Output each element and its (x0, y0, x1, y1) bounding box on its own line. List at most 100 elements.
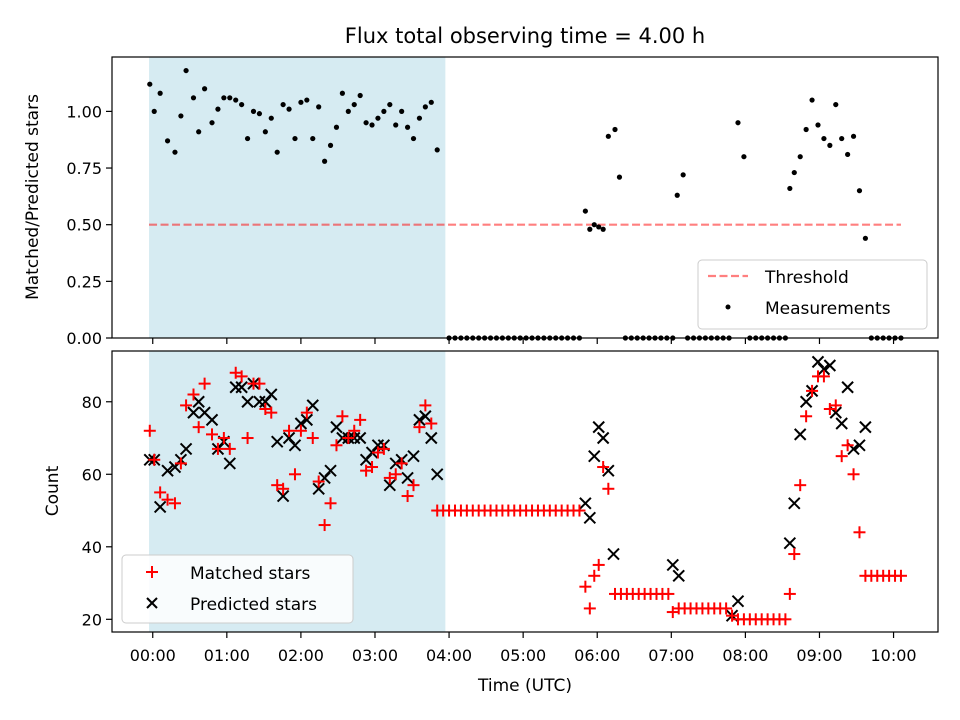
legend-measurements-swatch (725, 304, 731, 310)
measurement-point (791, 169, 797, 176)
matched-star-point (806, 384, 819, 397)
matched-star-point (241, 432, 254, 445)
measurement-point (862, 235, 869, 241)
measurement-point (845, 151, 851, 158)
matched-star-point (324, 497, 337, 510)
measurement-point (202, 86, 208, 92)
measurement-point (393, 122, 399, 128)
measurement-point (596, 224, 602, 230)
predicted-star-point (588, 449, 601, 463)
measurement-point (381, 108, 387, 114)
measurement-point (250, 108, 257, 114)
matched-star-point (265, 406, 278, 419)
matched-star-point (794, 479, 807, 492)
matched-star-point (841, 439, 854, 452)
legend-predicted-label: Predicted stars (190, 595, 317, 615)
measurement-point (209, 120, 215, 126)
matched-star-point (174, 457, 187, 470)
matched-star-point (853, 526, 866, 539)
measurement-point (157, 90, 163, 96)
count-y-label: Count (43, 465, 63, 516)
matched-star-point (211, 442, 224, 455)
measurement-point (375, 115, 381, 121)
measurement-point (327, 142, 334, 148)
predicted-star-point (583, 511, 597, 524)
count-ytick-label: 80 (82, 393, 102, 412)
measurement-point (256, 111, 263, 117)
measurement-point (304, 97, 310, 103)
measurement-point (286, 106, 292, 112)
predicted-star-point (794, 428, 807, 441)
measurement-point (821, 135, 827, 142)
matched-star-point (206, 428, 219, 441)
matched-star-point (253, 377, 266, 390)
matched-star-point (312, 475, 325, 488)
measurement-point (833, 101, 839, 108)
count-xtick-label: 05:00 (500, 646, 546, 665)
measurement-point (292, 135, 298, 142)
measurement-point (787, 185, 793, 192)
matched-star-point (377, 442, 390, 455)
matched-star-point (894, 569, 907, 582)
measurement-point (839, 135, 845, 142)
matched-star-point (425, 417, 438, 430)
matched-star-point (318, 519, 331, 532)
count-xtick-label: 03:00 (352, 646, 398, 665)
count-plot-frame (111, 350, 939, 633)
predicted-star-point (596, 431, 610, 445)
measurement-point (164, 138, 171, 144)
matched-star-point (348, 424, 361, 437)
predicted-star-point (401, 471, 414, 485)
matched-star-point (143, 424, 156, 437)
count-y-axis: 20 40 60 80 (82, 393, 112, 629)
measurement-point (616, 174, 623, 180)
matched-star-point (389, 468, 402, 481)
count-ytick-label: 40 (82, 538, 102, 557)
count-legend-box (121, 554, 354, 624)
legend-threshold-label: Threshold (764, 268, 849, 288)
count-ytick-label: 20 (82, 610, 102, 629)
matched-star-point (602, 482, 615, 495)
count-x-axis: 00:00 01:00 02:00 03:00 04:00 05:00 06:00 07:00… (130, 632, 917, 665)
matched-star-point (294, 424, 307, 437)
measurement-point (178, 113, 184, 119)
measurement-point (680, 172, 686, 178)
matched-star-point (354, 413, 367, 426)
legend-measurements-label: Measurements (765, 299, 891, 319)
matched-star-point (223, 442, 236, 455)
matched-star-point (407, 479, 420, 492)
matched-star-point (330, 439, 343, 452)
measurement-point (428, 99, 434, 105)
matched-star-point (788, 548, 801, 561)
matched-star-point (847, 468, 860, 481)
matched-star-point (592, 558, 605, 571)
measurement-point (215, 106, 221, 112)
predicted-star-point (312, 482, 325, 495)
measurement-point (674, 192, 680, 198)
predicted-star-point (425, 431, 438, 445)
matched-star-point (779, 613, 792, 626)
measurement-point (591, 222, 597, 228)
predicted-star-point (330, 420, 343, 434)
ratio-y-label: Matched/Predicted stars (23, 94, 43, 300)
measurement-point (422, 104, 428, 110)
measurement-point (399, 108, 405, 114)
predicted-star-point (300, 413, 314, 427)
matched-star-point (395, 457, 408, 470)
matched-star-point (413, 421, 426, 434)
matched-star-point (300, 406, 313, 419)
measurement-point (345, 108, 351, 114)
matched-star-point (419, 399, 432, 412)
predicted-star-point (419, 410, 432, 423)
measurement-point (587, 226, 593, 232)
ratio-ytick-label: 0.75 (66, 159, 102, 178)
predicted-star-point (324, 464, 337, 477)
matched-star-point (154, 486, 167, 499)
predicted-star-point (153, 500, 167, 514)
predicted-star-point (306, 399, 319, 412)
predicted-star-point (276, 489, 290, 503)
measurement-point (416, 115, 423, 121)
measurement-point (262, 129, 268, 135)
